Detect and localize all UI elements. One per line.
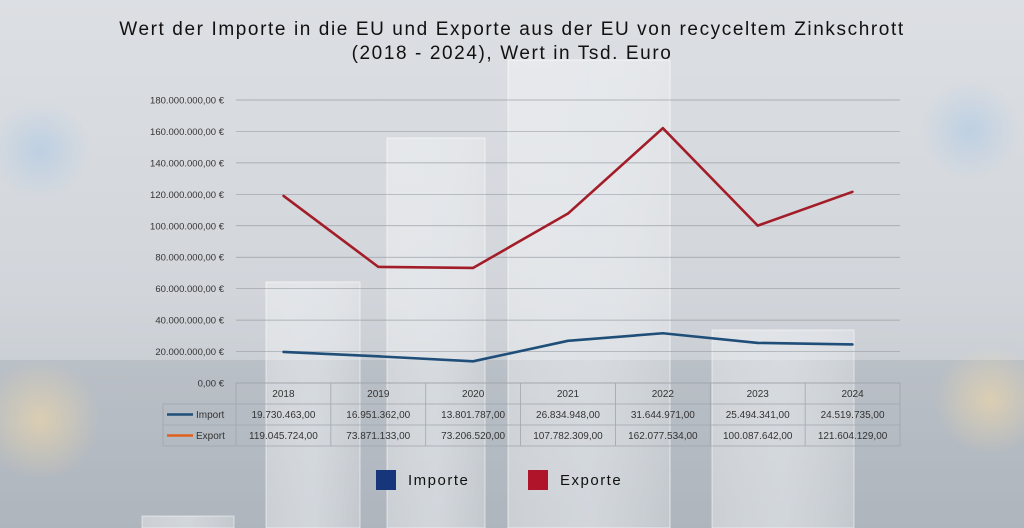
data-label: 19.730.463,00 bbox=[251, 410, 315, 421]
x-tick-label: 2023 bbox=[747, 389, 770, 400]
data-label: 13.801.787,00 bbox=[441, 410, 505, 421]
x-tick-label: 2018 bbox=[272, 389, 295, 400]
legend-item-importe: Importe bbox=[376, 470, 469, 490]
y-axis-ticks: 0,00 € 20.000.000,00 € 40.000.000,00 € 60.0… bbox=[150, 96, 225, 390]
series-lines bbox=[282, 126, 854, 363]
y-tick-label: 60.000.000,00 € bbox=[155, 284, 224, 295]
data-point bbox=[282, 350, 285, 354]
data-label: 73.871.133,00 bbox=[346, 431, 410, 442]
data-point bbox=[566, 212, 570, 215]
data-label: 26.834.948,00 bbox=[536, 410, 600, 421]
data-label: 25.494.341,00 bbox=[726, 410, 790, 421]
series-line-export bbox=[282, 126, 854, 270]
data-label: 119.045.724,00 bbox=[249, 431, 318, 442]
data-point bbox=[471, 266, 475, 270]
data-point bbox=[471, 360, 475, 363]
x-tick-label: 2020 bbox=[462, 389, 485, 400]
data-point bbox=[851, 343, 854, 346]
data-label: 100.087.642,00 bbox=[723, 431, 793, 442]
data-point bbox=[756, 341, 759, 345]
data-label: 24.519.735,00 bbox=[821, 410, 885, 421]
y-tick-label: 40.000.000,00 € bbox=[155, 316, 224, 327]
x-tick-label: 2021 bbox=[557, 389, 580, 400]
x-tick-label: 2024 bbox=[841, 389, 864, 400]
data-point bbox=[661, 126, 665, 130]
data-point bbox=[566, 339, 570, 343]
legend-label-exporte: Exporte bbox=[560, 471, 623, 489]
legend-item-exporte: Exporte bbox=[528, 470, 622, 490]
data-table: 2018 2019 2020 2021 2022 2023 2024 Import 19.730… bbox=[162, 382, 901, 447]
data-label: 121.604.129,00 bbox=[818, 431, 888, 442]
y-tick-label: 20.000.000,00 € bbox=[155, 347, 224, 358]
x-tick-label: 2019 bbox=[367, 389, 390, 400]
data-label: 16.951.362,00 bbox=[346, 410, 410, 421]
data-label: 162.077.534,00 bbox=[628, 431, 698, 442]
y-tick-label: 0,00 € bbox=[198, 379, 225, 390]
y-tick-label: 80.000.000,00 € bbox=[155, 253, 224, 264]
data-label: 31.644.971,00 bbox=[631, 410, 695, 421]
legend-swatch-exporte bbox=[528, 470, 548, 490]
data-point bbox=[377, 355, 380, 358]
y-tick-label: 140.000.000,00 € bbox=[150, 158, 225, 169]
y-tick-label: 160.000.000,00 € bbox=[150, 127, 225, 138]
y-tick-label: 100.000.000,00 € bbox=[150, 221, 225, 232]
y-tick-label: 180.000.000,00 € bbox=[150, 96, 225, 107]
data-label: 107.782.309,00 bbox=[533, 431, 603, 442]
data-point bbox=[282, 194, 285, 198]
data-label: 73.206.520,00 bbox=[441, 431, 505, 442]
legend: Importe Exporte bbox=[0, 470, 1024, 492]
table-series-name: Import bbox=[196, 410, 225, 421]
data-point bbox=[756, 224, 759, 227]
data-point bbox=[661, 332, 665, 335]
data-point bbox=[851, 190, 854, 194]
legend-swatch-importe bbox=[376, 470, 396, 490]
series-line-import bbox=[283, 331, 853, 363]
legend-label-importe: Importe bbox=[408, 471, 470, 489]
data-point bbox=[377, 265, 380, 269]
y-tick-label: 120.000.000,00 € bbox=[150, 190, 225, 201]
x-tick-label: 2022 bbox=[652, 389, 675, 400]
chart-title: Wert der Importe in die EU und Exporte a… bbox=[119, 19, 905, 64]
table-series-name: Export bbox=[196, 431, 225, 442]
